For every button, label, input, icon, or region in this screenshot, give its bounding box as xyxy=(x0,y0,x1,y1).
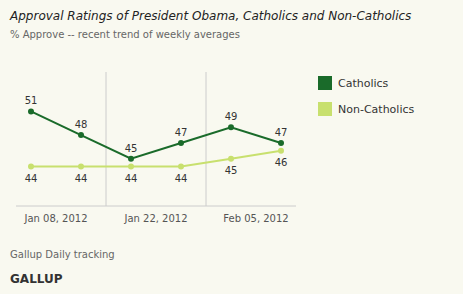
point xyxy=(128,164,134,170)
grid-line xyxy=(106,72,107,206)
point xyxy=(228,124,234,130)
x-tick-label: Feb 05, 2012 xyxy=(223,213,288,224)
x-axis-line xyxy=(16,206,296,207)
data-label: 44 xyxy=(125,173,138,184)
point xyxy=(78,164,84,170)
point xyxy=(128,156,134,162)
point xyxy=(178,140,184,146)
x-tick-label: Jan 08, 2012 xyxy=(23,213,87,224)
data-label: 44 xyxy=(25,173,38,184)
point xyxy=(28,108,34,114)
x-tick-label: Jan 22, 2012 xyxy=(123,213,187,224)
series-line xyxy=(31,151,281,167)
data-label: 44 xyxy=(75,173,88,184)
point xyxy=(78,132,84,138)
point xyxy=(278,140,284,146)
data-label: 47 xyxy=(275,127,288,138)
legend: Catholics Non-Catholics xyxy=(318,76,414,116)
branding: GALLUP xyxy=(10,272,63,286)
data-labels: 51 48 45 47 49 47 44 44 44 44 45 46 xyxy=(25,95,288,183)
plot-area xyxy=(28,108,284,169)
subtitle: % Approve -- recent trend of weekly aver… xyxy=(10,29,240,40)
point xyxy=(278,148,284,154)
footnote: Gallup Daily tracking xyxy=(10,249,115,260)
data-label: 49 xyxy=(225,111,238,122)
data-label: 45 xyxy=(125,143,138,154)
legend-swatch xyxy=(318,76,332,90)
title: Approval Ratings of President Obama, Cat… xyxy=(9,9,411,23)
data-label: 44 xyxy=(175,173,188,184)
grid-line xyxy=(206,72,207,206)
data-label: 48 xyxy=(75,119,88,130)
series-line xyxy=(31,111,281,158)
data-label: 45 xyxy=(225,165,238,176)
legend-swatch xyxy=(318,102,332,116)
chart: Approval Ratings of President Obama, Cat… xyxy=(0,0,463,294)
data-label: 46 xyxy=(275,157,288,168)
legend-label: Non-Catholics xyxy=(338,103,414,116)
point xyxy=(28,164,34,170)
point xyxy=(178,164,184,170)
data-label: 51 xyxy=(25,95,38,106)
point xyxy=(228,156,234,162)
data-label: 47 xyxy=(175,127,188,138)
legend-label: Catholics xyxy=(338,77,389,90)
